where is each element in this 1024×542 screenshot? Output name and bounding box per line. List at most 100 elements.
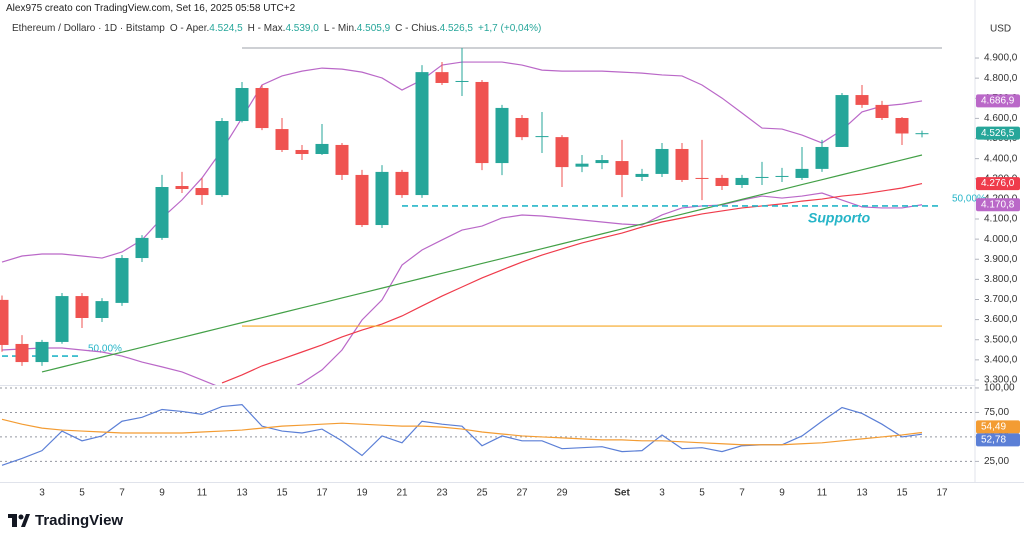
price-badge <box>976 94 1020 108</box>
candle-body <box>795 168 809 178</box>
rsi-pane <box>0 387 975 466</box>
symbol: Ethereum / Dollaro · 1D · Bitstamp <box>12 23 165 34</box>
annotation: Supporto <box>808 210 871 226</box>
candle-body <box>415 72 429 196</box>
x-tick-label: 7 <box>739 488 745 499</box>
x-tick-label: 23 <box>436 488 448 499</box>
legend-value: 4.539,0 <box>285 23 319 34</box>
x-tick-label: 15 <box>896 488 908 499</box>
y-tick-label: 25,00 <box>984 456 1009 467</box>
y-tick-label: 3.300,0 <box>984 375 1018 386</box>
candle-body <box>495 107 509 164</box>
y-tick-label: 3.800,0 <box>984 274 1018 285</box>
price-badge <box>976 198 1020 212</box>
y-tick-label: 3.900,0 <box>984 254 1018 265</box>
unit-label: USD <box>990 24 1011 35</box>
legend-label: C - Chius. <box>395 23 440 34</box>
legend-change: +1,7 (+0,04%) <box>478 23 542 34</box>
candle-body <box>155 187 169 238</box>
x-tick-label: 7 <box>119 488 125 499</box>
legend-label: O - Aper. <box>169 23 210 34</box>
y-tick-label: 4.600,0 <box>984 113 1018 124</box>
author-line: Alex975 creato con TradingView.com, Set … <box>6 3 296 14</box>
candle-body <box>215 121 229 196</box>
legend-value: 4.505,9 <box>356 23 391 34</box>
candle-body <box>755 176 769 178</box>
candle-body <box>835 95 849 147</box>
x-tick-label: 17 <box>316 488 328 499</box>
x-tick-label: 9 <box>159 488 165 499</box>
candle-body <box>395 171 409 196</box>
legend-item: O - Aper.4.524,5 <box>170 23 243 34</box>
candle-body <box>615 161 629 175</box>
candle-body <box>95 301 109 318</box>
candle-body <box>115 258 129 303</box>
logo-icon <box>8 513 30 527</box>
legend-value: 4.526,5 <box>439 23 473 34</box>
y-tick-label: 4.400,0 <box>984 153 1018 164</box>
x-tick-label: 17 <box>936 488 948 499</box>
x-tick-label: 27 <box>516 488 528 499</box>
x-tick-label: 5 <box>79 488 85 499</box>
y-tick-label: 3.600,0 <box>984 314 1018 325</box>
legend-label: L - Min. <box>323 23 357 34</box>
candle-body <box>895 117 909 134</box>
price-badge <box>976 433 1020 447</box>
legend-value: 4.524,5 <box>209 23 243 34</box>
price-pane <box>0 47 942 385</box>
line-series <box>1 403 923 466</box>
legend-item: C - Chius.4.526,5 <box>395 23 473 34</box>
y-tick-label: 4.000,0 <box>984 234 1018 245</box>
legend-item: L - Min.4.505,9 <box>324 23 390 34</box>
candle-body <box>875 104 889 118</box>
candle-body <box>295 149 309 155</box>
candle-body <box>595 160 609 164</box>
line-series <box>41 154 923 373</box>
y-tick-label: 3.400,0 <box>984 354 1018 365</box>
y-tick-label: 75,00 <box>984 407 1009 418</box>
candle-body <box>675 148 689 180</box>
candle-body <box>255 88 269 129</box>
candle-body <box>475 81 489 164</box>
annotation: 50,00% <box>952 194 986 205</box>
candle-body <box>915 133 929 135</box>
x-tick-label: 11 <box>197 488 208 499</box>
legend: Ethereum / Dollaro · 1D · Bitstamp O - A… <box>12 23 541 34</box>
price-badge-label: 4.170,8 <box>981 199 1015 210</box>
x-tick-label: 21 <box>396 488 408 499</box>
y-tick-label: 4.900,0 <box>984 53 1018 64</box>
price-badge <box>976 126 1020 140</box>
logo-text: TradingView <box>35 512 124 529</box>
candle-body <box>235 88 249 122</box>
candle-body <box>535 136 549 138</box>
candle-body <box>435 72 449 83</box>
x-tick-label: 3 <box>659 488 665 499</box>
candle-body <box>175 186 189 190</box>
x-tick-label: 25 <box>476 488 488 499</box>
candle-body <box>315 143 329 155</box>
x-tick-label: 15 <box>276 488 288 499</box>
candle-body <box>575 163 589 167</box>
candle-body <box>75 296 89 318</box>
candle-body <box>0 299 9 345</box>
price-badge-label: 54,49 <box>981 421 1006 432</box>
x-tick-label: 13 <box>236 488 248 499</box>
candle-body <box>135 237 149 259</box>
price-badge-label: 4.276,0 <box>981 178 1015 189</box>
y-tick-label: 3.500,0 <box>984 334 1018 345</box>
candle-body <box>815 146 829 169</box>
y-tick-label: 4.800,0 <box>984 73 1018 84</box>
line-series <box>1 418 923 446</box>
annotation: 50,00% <box>88 344 122 355</box>
candle-body <box>735 177 749 185</box>
candle-body <box>55 296 69 342</box>
y-tick-label: 100,00 <box>984 383 1015 394</box>
candle-body <box>455 80 469 82</box>
price-badge-label: 4.526,5 <box>981 128 1015 139</box>
x-tick-label: 5 <box>699 488 705 499</box>
line-series <box>1 192 923 385</box>
candle-body <box>375 171 389 226</box>
logo: TradingView <box>8 512 123 529</box>
